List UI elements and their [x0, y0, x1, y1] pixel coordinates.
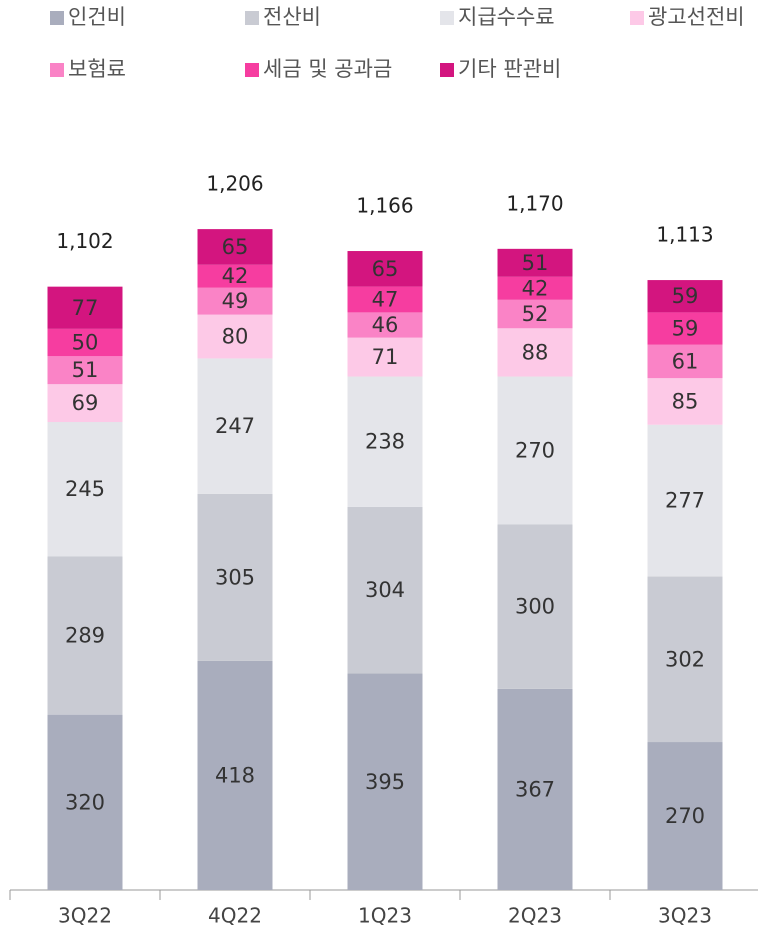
bar-segment: [497, 328, 573, 377]
bar-segment: [347, 506, 423, 674]
legend-swatch: [50, 63, 64, 77]
bar-segment: [497, 376, 573, 525]
segment-label: 238: [365, 430, 405, 454]
bar-segment: [347, 312, 423, 338]
bar-segment: [47, 384, 123, 423]
bar-segment: [47, 286, 123, 329]
bar-segment: [647, 312, 723, 345]
bar-segment: [197, 358, 273, 494]
bar-segment: [347, 251, 423, 287]
legend-label: 세금 및 공과금: [263, 57, 392, 81]
bar-segment: [197, 314, 273, 359]
bar-segment: [647, 344, 723, 379]
legend-label: 보험료: [68, 57, 126, 81]
legend-swatch: [245, 11, 259, 25]
total-label: 1,102: [56, 229, 113, 253]
segment-label: 59: [672, 317, 699, 341]
legend-label: 기타 판관비: [458, 57, 561, 81]
legend-swatch: [50, 11, 64, 25]
segment-label: 289: [65, 623, 105, 647]
segment-label: 52: [522, 302, 549, 326]
segment-label: 50: [72, 331, 99, 355]
segment-label: 418: [215, 763, 255, 787]
bar-segment: [197, 660, 273, 890]
legend-swatch: [440, 11, 454, 25]
bar-segment: [497, 276, 573, 300]
bar-segment: [497, 688, 573, 890]
total-label: 1,206: [206, 172, 263, 196]
bar-segment: [497, 299, 573, 329]
legend-swatch: [245, 63, 259, 77]
segment-label: 300: [515, 595, 555, 619]
bar-segment: [47, 422, 123, 557]
segment-label: 47: [372, 288, 399, 312]
bar-segment: [347, 673, 423, 890]
bar-segment: [647, 280, 723, 313]
segment-label: 395: [365, 770, 405, 794]
bar-segment: [47, 714, 123, 890]
x-tick-label: 2Q23: [508, 904, 562, 928]
segment-label: 71: [372, 345, 399, 369]
bar-segment: [197, 493, 273, 661]
segment-label: 88: [522, 340, 549, 364]
total-label: 1,113: [656, 223, 713, 247]
segment-label: 49: [222, 289, 249, 313]
bar-segment: [647, 742, 723, 890]
segment-label: 51: [72, 358, 99, 382]
segment-label: 59: [672, 284, 699, 308]
bar-segment: [197, 287, 273, 315]
bar-segment: [647, 378, 723, 425]
legend-label: 전산비: [263, 5, 321, 29]
segment-label: 42: [222, 264, 249, 288]
bar-segment: [347, 286, 423, 313]
bar-segment: [647, 424, 723, 577]
segment-label: 65: [372, 257, 399, 281]
segment-label: 51: [522, 251, 549, 275]
bar-segment: [197, 229, 273, 265]
segment-label: 46: [372, 313, 399, 337]
x-tick-label: 3Q22: [58, 904, 112, 928]
x-tick-label: 3Q23: [658, 904, 712, 928]
segment-label: 61: [672, 349, 699, 373]
segment-label: 65: [222, 235, 249, 259]
segment-label: 69: [72, 391, 99, 415]
segment-label: 320: [65, 790, 105, 814]
legend-label: 광고선전비: [648, 5, 745, 29]
segment-label: 85: [672, 389, 699, 413]
segment-label: 304: [365, 578, 405, 602]
segment-label: 270: [665, 804, 705, 828]
bar-segment: [197, 264, 273, 288]
bar-segment: [47, 356, 123, 385]
bar-segment: [497, 524, 573, 689]
x-tick-label: 4Q22: [208, 904, 262, 928]
segment-label: 247: [215, 414, 255, 438]
segment-label: 270: [515, 439, 555, 463]
segment-label: 277: [665, 489, 705, 513]
x-tick-label: 1Q23: [358, 904, 412, 928]
legend-label: 지급수수료: [458, 5, 555, 29]
segment-label: 367: [515, 777, 555, 801]
segment-label: 305: [215, 565, 255, 589]
legend-swatch: [440, 63, 454, 77]
bar-segment: [47, 556, 123, 715]
segment-label: 77: [72, 296, 99, 320]
segment-label: 302: [665, 647, 705, 671]
bar-segment: [347, 337, 423, 377]
bar-segment: [497, 248, 573, 277]
bar-segment: [647, 576, 723, 743]
total-label: 1,170: [506, 191, 563, 215]
segment-label: 80: [222, 325, 249, 349]
bar-segment: [47, 328, 123, 357]
segment-label: 42: [522, 276, 549, 300]
bar-segment: [347, 376, 423, 507]
total-label: 1,166: [356, 194, 413, 218]
segment-label: 245: [65, 477, 105, 501]
legend-label: 인건비: [68, 5, 126, 29]
legend-swatch: [630, 11, 644, 25]
